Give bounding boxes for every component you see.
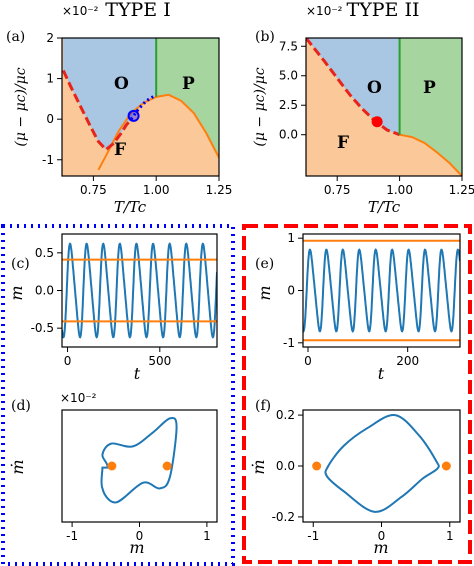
panel-a: 0.75 1.00 1.25 -1 0 1 2 O P F (a) ×10⁻² T/Tc (… (6, 4, 232, 216)
axes-frame-b (305, 37, 463, 177)
y-tick-label: 2 (46, 31, 54, 45)
region-O-label: O (114, 74, 129, 94)
y-tick-label: 1 (287, 231, 295, 245)
type-2-marker (371, 116, 383, 128)
x-tick-label: -1 (66, 529, 78, 543)
region-O-fill (63, 38, 157, 150)
y-tick-label: 0 (46, 112, 54, 126)
ticks-d: -1 0 1 (66, 522, 211, 543)
fixed-point-left (312, 461, 322, 471)
axes-frame-d (61, 409, 218, 523)
x-tick-label: 1.00 (386, 183, 413, 197)
x-tick-label: 0 (304, 354, 312, 368)
boundary-O-F-line (62, 69, 133, 152)
multiplier-d: ×10⁻² (60, 391, 97, 405)
y-tick-label: 0.5 (35, 246, 54, 260)
x-tick-label: -1 (307, 529, 319, 543)
boundary-O-F-line (306, 38, 401, 137)
fixed-point-right (162, 461, 172, 471)
x-axis-label-e: t (378, 364, 385, 383)
ticks-b: 0.75 1.00 1.25 0.0 2.5 5.0 7.5 (279, 39, 474, 197)
y-tick-label: 0.2 (276, 408, 295, 422)
x-axis-label-a: T/Tc (114, 198, 147, 216)
region-P-fill (399, 38, 462, 176)
x-tick-label: 0 (378, 529, 386, 543)
region-F-label: F (114, 140, 126, 160)
y-tick-label: -1 (42, 153, 54, 167)
panel-label-e: (e) (255, 256, 274, 272)
x-tick-label: 0 (136, 529, 144, 543)
y-axis-label-f: ṁ (249, 459, 268, 474)
panel-label-f: (f) (255, 398, 271, 414)
ticks-a: 0.75 1.00 1.25 -1 0 1 2 (42, 31, 232, 197)
boundary-F-line (399, 133, 462, 176)
y-tick-label: -1 (283, 336, 295, 350)
panel-label-c: (c) (11, 256, 30, 272)
type-1-marker (127, 109, 140, 122)
panel-f: -1 0 1 -0.2 0.0 0.2 (f) m ṁ (249, 398, 461, 557)
axes-frame-a (61, 37, 220, 177)
x-tick-label: 1.25 (449, 183, 474, 197)
y-tick-label: 1 (46, 72, 54, 86)
panel-e: 0 200 -1 0 1 (e) t m (255, 231, 461, 383)
ticks-c: 0 500 -0.5 0.0 0.5 (31, 246, 172, 368)
panel-c: 0 500 -0.5 0.0 0.5 (c) t m (7, 233, 218, 383)
y-axis-label-c: m (7, 285, 26, 300)
fixed-point-right (441, 461, 451, 471)
x-tick-label: 0.75 (80, 183, 107, 197)
type-2-frame (242, 224, 472, 564)
boundary-type-1-segment (129, 93, 157, 121)
title-type-1: TYPE I (105, 0, 170, 21)
fixed-point-left (107, 461, 117, 471)
axes-frame-f (302, 409, 461, 523)
x-axis-label-b: T/Tc (368, 198, 401, 216)
y-tick-label: 5.0 (279, 69, 298, 83)
panel-label-a: (a) (6, 29, 25, 45)
y-tick-label: -0.5 (31, 321, 54, 335)
type-1-frame (1, 224, 235, 566)
multiplier-a: ×10⁻² (62, 4, 99, 18)
region-P-label: P (423, 78, 436, 98)
x-axis-label-f: m (373, 538, 388, 557)
y-axis-label-b: (μ − μc)/μc (252, 67, 268, 146)
x-tick-label: 1 (203, 529, 211, 543)
panel-label-d: (d) (11, 398, 31, 414)
x-tick-label: 1 (446, 529, 454, 543)
region-F-label: F (337, 133, 349, 153)
y-tick-label: 0.0 (279, 128, 298, 142)
y-axis-label-a: (μ − μc)/μc (13, 67, 29, 146)
y-tick-label: 0.0 (35, 284, 54, 298)
x-tick-label: 200 (396, 354, 419, 368)
x-tick-label: 0.75 (324, 183, 351, 197)
title-type-2: TYPE II (347, 0, 420, 21)
ticks-f: -1 0 1 -0.2 0.0 0.2 (272, 408, 454, 543)
panel-d: -1 0 1 (d) ×10⁻² m ṁ (8, 391, 218, 557)
x-tick-label: 500 (148, 354, 171, 368)
boundary-F-line (97, 93, 219, 171)
limit-cycle (324, 414, 440, 513)
limit-cycle (100, 416, 178, 504)
y-tick-label: -0.2 (272, 510, 295, 524)
y-tick-label: 0.0 (276, 459, 295, 473)
region-P-label: P (182, 74, 195, 94)
time-series-m (62, 242, 217, 339)
y-axis-label-d: ṁ (8, 459, 27, 474)
time-series-m (303, 248, 460, 333)
x-tick-label: 1.25 (206, 183, 233, 197)
region-O-fill (306, 38, 400, 135)
panel-b: 0.75 1.00 1.25 0.0 2.5 5.0 7.5 O P F (b) ×10⁻²… (252, 4, 474, 216)
x-tick-label: 0 (64, 354, 72, 368)
x-tick-label: 1.00 (143, 183, 170, 197)
y-tick-label: 2.5 (279, 98, 298, 112)
x-axis-label-c: t (134, 364, 141, 383)
panel-label-b: (b) (255, 29, 275, 45)
ticks-e: 0 200 -1 0 1 (283, 231, 419, 368)
y-tick-label: 0 (287, 284, 295, 298)
region-O-label: O (367, 78, 382, 98)
x-axis-label-d: m (129, 538, 144, 557)
y-axis-label-e: m (255, 285, 274, 300)
y-tick-label: 7.5 (279, 39, 298, 53)
multiplier-b: ×10⁻² (306, 4, 343, 18)
